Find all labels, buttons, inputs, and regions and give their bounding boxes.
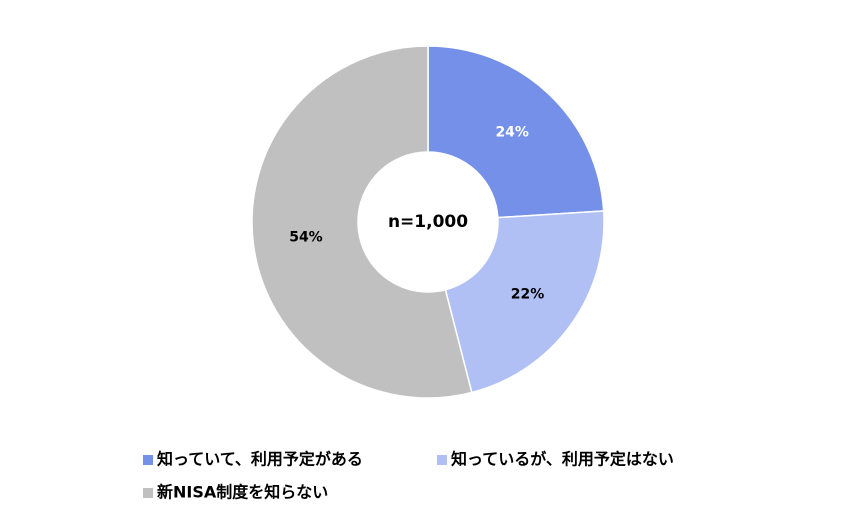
center-label: n=1,000 xyxy=(388,212,468,232)
value-label: 22% xyxy=(511,286,545,302)
donut-slice xyxy=(427,45,605,219)
donut-slice xyxy=(251,45,473,399)
value-label: 24% xyxy=(495,124,529,140)
legend-label: 知っていて、利用予定がある xyxy=(157,450,363,469)
legend-label: 知っているが、利用予定はない xyxy=(451,450,674,469)
value-label: 54% xyxy=(289,229,323,245)
legend-swatch xyxy=(437,455,447,465)
legend-swatch xyxy=(143,455,153,465)
donut-slice xyxy=(444,210,605,394)
legend-label: 新NISA制度を知らない xyxy=(157,483,328,502)
legend-swatch xyxy=(143,488,153,498)
